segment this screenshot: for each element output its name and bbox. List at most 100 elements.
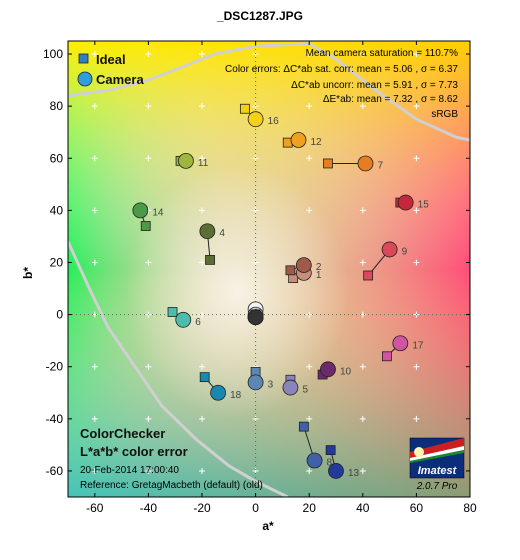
grid-plus xyxy=(252,467,259,474)
grid-plus xyxy=(252,155,259,162)
grid-plus xyxy=(252,207,259,214)
ideal-point-18 xyxy=(199,372,210,383)
camera-point-4 xyxy=(199,223,216,240)
grid-plus xyxy=(359,363,366,370)
x-tick-label: 80 xyxy=(463,501,477,515)
ideal-point-4 xyxy=(205,254,215,265)
y-tick-label: 100 xyxy=(43,47,63,61)
ideal-point-17 xyxy=(382,351,392,362)
patch-label-8: 8 xyxy=(327,458,333,469)
logo-name: Imatest xyxy=(418,465,458,477)
imatest-logo: Imatest 2.0.7 Pro xyxy=(409,437,465,492)
x-tick-label: 20 xyxy=(303,501,317,515)
patch-label-1: 1 xyxy=(316,270,322,281)
camera-point-3 xyxy=(247,374,264,391)
legend: Ideal Camera xyxy=(77,52,144,87)
y-tick-label: -60 xyxy=(46,464,64,478)
stat-de: ΔE*ab: mean = 7.32 , σ = 8.62 xyxy=(323,94,459,105)
y-tick-label: -40 xyxy=(46,412,64,426)
grid-plus xyxy=(91,155,98,162)
grid-plus xyxy=(199,415,205,422)
ideal-point-8 xyxy=(298,421,309,432)
grid-plus xyxy=(306,51,313,58)
logo-version: 2.0.7 Pro xyxy=(416,481,458,492)
camera-point-14 xyxy=(132,202,149,219)
bg-center-glow xyxy=(68,41,470,497)
y-tick-label: 40 xyxy=(50,203,64,217)
grid-plus xyxy=(91,467,98,474)
ideal-point-13 xyxy=(325,445,336,455)
stat-saturation: Mean camera saturation = 110.7% xyxy=(306,48,459,59)
grid-plus xyxy=(145,103,152,110)
patch-label-9: 9 xyxy=(402,246,408,257)
camera-point-12 xyxy=(290,132,307,148)
legend-camera-marker xyxy=(77,71,93,87)
legend-ideal-marker xyxy=(78,53,89,64)
info-panel: ColorChecker L*a*b* color error 20-Feb-2… xyxy=(80,426,263,491)
camera-point-9 xyxy=(381,241,398,258)
legend-ideal-label: Ideal xyxy=(96,52,126,67)
grid-plus xyxy=(199,155,205,162)
axis-ticks: -60 -40 -20 0 20 40 60 80 -60 -40 -20 0 20 40 60 80 100 xyxy=(43,41,477,515)
grid-plus xyxy=(359,103,366,110)
grid-plus xyxy=(199,103,205,110)
grid-plus xyxy=(145,467,152,474)
grid-plus xyxy=(145,363,152,370)
camera-point-18 xyxy=(210,384,226,401)
grid-plus xyxy=(413,259,420,266)
camera-point-8 xyxy=(306,452,323,469)
grid-plus xyxy=(306,103,313,110)
gamut-boundary-lower xyxy=(68,240,289,497)
grid-plus xyxy=(306,207,313,214)
grid-plus xyxy=(145,155,152,162)
y-axis-label: b* xyxy=(21,267,35,279)
panel-date: 20-Feb-2014 17:00:40 xyxy=(80,465,179,476)
ideal-point-6 xyxy=(167,307,178,317)
x-tick-label: 40 xyxy=(356,501,370,515)
grid-plus xyxy=(359,467,366,474)
camera-point-24 xyxy=(247,309,264,326)
camera-point-10 xyxy=(320,361,336,378)
patch-label-15: 15 xyxy=(418,200,430,211)
grid-plus xyxy=(306,155,313,162)
grid-plus xyxy=(91,103,98,110)
legend-camera-label: Camera xyxy=(96,72,144,87)
grid-plus xyxy=(359,259,366,266)
ideal-point-16 xyxy=(239,103,250,114)
patch-label-12: 12 xyxy=(310,137,322,148)
camera-point-15 xyxy=(397,194,414,211)
grid-plus xyxy=(413,207,420,214)
grid-plus xyxy=(91,51,98,58)
ideal-point-2 xyxy=(285,265,296,276)
camera-point-16 xyxy=(247,111,264,128)
grid-plus xyxy=(91,415,98,422)
camera-point-13 xyxy=(328,463,344,479)
grid-plus xyxy=(413,415,420,422)
grid-plus xyxy=(145,51,152,58)
plot-area xyxy=(68,41,470,497)
camera-point-11 xyxy=(178,152,194,169)
grid-plus xyxy=(413,363,420,370)
grid-plus xyxy=(306,415,313,422)
grid-plus xyxy=(199,467,205,474)
ideal-point-9 xyxy=(363,270,374,281)
error-stats: Mean camera saturation = 110.7% Color er… xyxy=(225,48,458,120)
chart-title: _DSC1287.JPG xyxy=(216,9,303,23)
grid-plus xyxy=(359,207,366,214)
ideal-point-14 xyxy=(140,221,151,231)
grid-plus xyxy=(359,415,366,422)
y-tick-label: 0 xyxy=(56,308,63,322)
grid-plus xyxy=(306,467,313,474)
grid-plus xyxy=(413,51,420,58)
grid-plus xyxy=(413,103,420,110)
patch-label-17: 17 xyxy=(412,340,424,351)
camera-point-7 xyxy=(357,155,374,172)
grid-plus xyxy=(359,51,366,58)
camera-point-5 xyxy=(282,379,299,396)
grid-plus xyxy=(145,259,152,266)
patch-label-14: 14 xyxy=(152,207,164,218)
grid-plus xyxy=(252,259,259,266)
stat-dc-corr: Color errors: ΔC*ab sat. corr: mean = 5.… xyxy=(225,64,458,75)
